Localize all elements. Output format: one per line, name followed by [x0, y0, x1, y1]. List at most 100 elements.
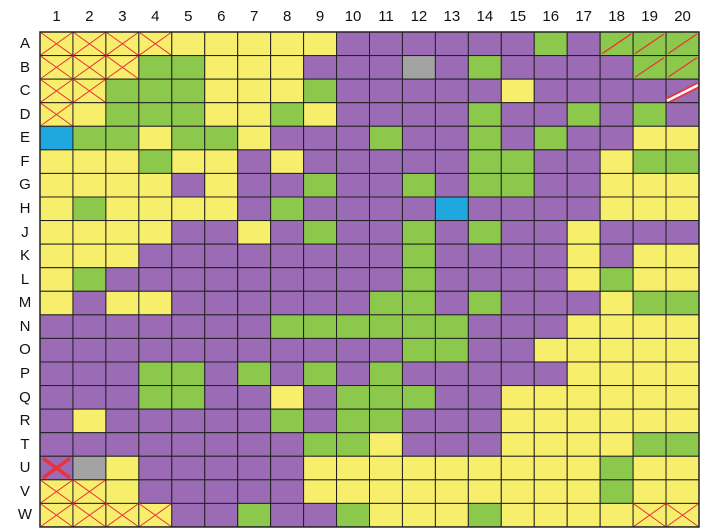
cell-V10: [336, 479, 370, 504]
cell-H14: [467, 196, 502, 222]
cell-D16: [533, 102, 568, 127]
cell-O20: [665, 337, 700, 363]
cell-W17: [566, 502, 601, 528]
column-label-12: 12: [410, 8, 428, 25]
cross-mark: [39, 502, 74, 528]
cell-B11: [369, 55, 403, 80]
grid-border: [39, 31, 700, 528]
cell-R15: [500, 408, 535, 434]
cell-J15: [500, 220, 535, 245]
cell-K7: [237, 243, 272, 269]
cell-R5: [171, 408, 206, 434]
cell-B7: [237, 55, 272, 80]
cell-L7: [237, 267, 272, 292]
cell-D17: [566, 102, 601, 127]
cell-Q19: [632, 385, 667, 410]
cell-V20: [665, 479, 700, 504]
cell-B3: [105, 55, 140, 80]
cell-F3: [105, 149, 140, 174]
row-label-T: T: [20, 435, 30, 453]
cell-P5: [171, 361, 206, 387]
cell-F16: [533, 149, 568, 174]
cell-H19: [632, 196, 667, 222]
cell-G5: [171, 172, 206, 198]
cross-mark: [72, 31, 107, 56]
cell-G4: [138, 172, 173, 198]
cell-P2: [72, 361, 107, 387]
cell-H7: [237, 196, 272, 222]
cell-A2: [72, 31, 107, 57]
cell-Q2: [72, 385, 107, 410]
cell-J8: [270, 220, 305, 245]
cell-P17: [566, 361, 601, 387]
cell-F8: [270, 149, 305, 174]
cell-A15: [500, 31, 535, 57]
row-label-L: L: [20, 270, 30, 288]
cell-U10: [336, 455, 370, 481]
cell-D4: [138, 102, 173, 127]
cell-E19: [632, 125, 667, 151]
cell-V12: [401, 479, 436, 504]
cell-V14: [467, 479, 502, 504]
cell-A12: [401, 31, 436, 57]
cell-B2: [72, 55, 107, 80]
cell-C13: [434, 78, 469, 104]
cell-M8: [270, 290, 305, 316]
cell-F7: [237, 149, 272, 174]
cell-U15: [500, 455, 535, 481]
cell-L2: [72, 267, 107, 292]
cell-J7: [237, 220, 272, 245]
cell-T13: [434, 432, 469, 457]
cell-K20: [665, 243, 700, 269]
cell-B1: [39, 55, 74, 80]
cell-U19: [632, 455, 667, 481]
cell-Q12: [401, 385, 436, 410]
cell-Q6: [204, 385, 239, 410]
cell-U3: [105, 455, 140, 481]
cell-G17: [566, 172, 601, 198]
cell-J4: [138, 220, 173, 245]
cell-Q18: [599, 385, 634, 410]
cell-U8: [270, 455, 305, 481]
column-label-4: 4: [151, 8, 160, 25]
cell-L19: [632, 267, 667, 292]
cell-V8: [270, 479, 305, 504]
cell-U11: [369, 455, 403, 481]
cell-R4: [138, 408, 173, 434]
cell-C4: [138, 78, 173, 104]
cell-G16: [533, 172, 568, 198]
cell-H13: [434, 196, 469, 222]
cell-U14: [467, 455, 502, 481]
cell-W8: [270, 502, 305, 528]
cell-V11: [369, 479, 403, 504]
cell-Q5: [171, 385, 206, 410]
cell-G3: [105, 172, 140, 198]
row-label-G: G: [19, 176, 31, 194]
cross-mark: [105, 502, 140, 528]
cell-K12: [401, 243, 436, 269]
cell-Q17: [566, 385, 601, 410]
cell-W11: [369, 502, 403, 528]
column-label-15: 15: [509, 8, 527, 25]
cell-J20: [665, 220, 700, 245]
cell-T20: [665, 432, 700, 457]
cell-G9: [303, 172, 338, 198]
cell-K16: [533, 243, 568, 269]
row-label-C: C: [19, 82, 31, 100]
cell-T8: [270, 432, 305, 457]
cell-K14: [467, 243, 502, 269]
stripe-mark: [666, 84, 699, 102]
cell-R14: [467, 408, 502, 434]
cell-N1: [39, 314, 74, 339]
cell-B12: [401, 55, 436, 80]
cell-H9: [303, 196, 338, 222]
cell-N20: [665, 314, 700, 339]
cell-H15: [500, 196, 535, 222]
cell-W3: [105, 502, 140, 528]
cell-D12: [401, 102, 436, 127]
cell-E20: [665, 125, 700, 151]
cell-H3: [105, 196, 140, 222]
cell-Q10: [336, 385, 370, 410]
cell-V2: [72, 479, 107, 504]
column-label-16: 16: [542, 8, 560, 25]
